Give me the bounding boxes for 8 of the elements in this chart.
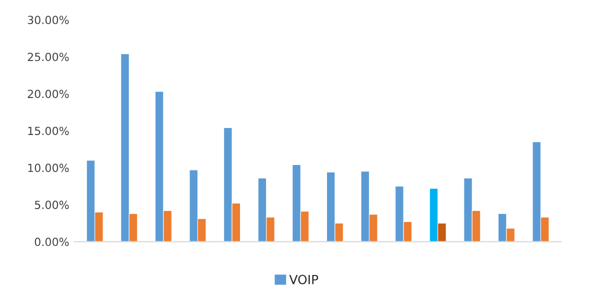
y-tick-label: 25.00%: [28, 52, 69, 62]
legend-label: VOIP: [289, 274, 318, 284]
y-tick-label: 30.00%: [28, 16, 69, 24]
y-tick-label: 0.00%: [34, 238, 69, 246]
y-tick-label: 5.00%: [34, 200, 69, 210]
y-tick-label: 10.00%: [28, 164, 69, 172]
y-tick-label: 20.00%: [28, 90, 69, 98]
y-tick-label: 15.00%: [28, 126, 69, 136]
